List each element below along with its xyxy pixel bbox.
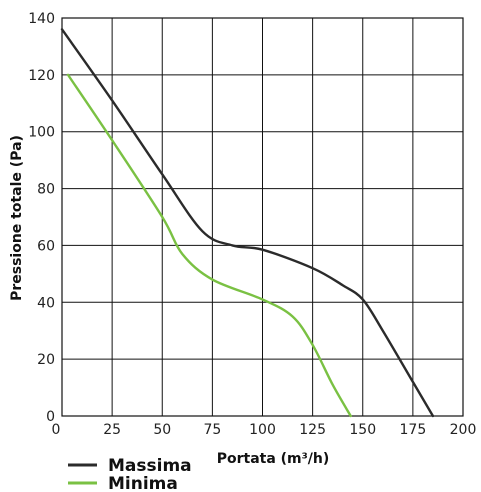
series-line-massima — [60, 28, 435, 418]
y-tick-label: 0 — [46, 409, 55, 425]
grid — [61, 17, 464, 417]
x-tick-label: 150 — [349, 422, 376, 438]
x-tick-label: 125 — [299, 422, 326, 438]
x-tick-label: 0 — [52, 422, 61, 438]
x-tick-label: 100 — [249, 422, 276, 438]
x-tick-label: 175 — [400, 422, 427, 438]
series-lines — [60, 28, 435, 418]
y-tick-label: 60 — [37, 238, 55, 254]
x-tick-label: 75 — [203, 422, 221, 438]
tick-labels: 0 25 50 75 100 125 150 175 200 0 20 40 60 80 100 120 140 — [28, 11, 476, 438]
legend-label-minima: Minima — [108, 474, 178, 492]
x-tick-label: 50 — [153, 422, 171, 438]
y-tick-label: 140 — [28, 11, 55, 27]
y-tick-label: 80 — [37, 182, 55, 198]
y-axis-title: Pressione totale (Pa) — [9, 135, 25, 301]
plot-frame — [61, 17, 464, 417]
x-tick-label: 200 — [450, 422, 477, 438]
y-tick-label: 120 — [28, 68, 55, 84]
x-axis-title: Portata (m³/h) — [217, 451, 330, 467]
legend-label-massima: Massima — [108, 456, 192, 476]
y-tick-label: 20 — [37, 352, 55, 368]
legend: Massima Minima — [68, 456, 192, 492]
series-line-minima — [66, 73, 352, 418]
y-tick-label: 100 — [28, 125, 55, 141]
x-tick-label: 25 — [103, 422, 121, 438]
y-tick-label: 40 — [37, 295, 55, 311]
